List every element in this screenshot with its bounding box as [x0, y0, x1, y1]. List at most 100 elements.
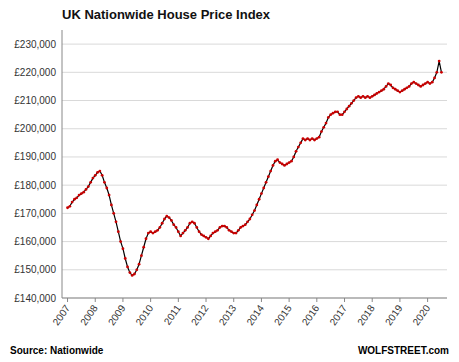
annotation: WOLFSTREET.com — [358, 345, 449, 356]
grid-line — [62, 156, 447, 157]
y-tick-label: £220,000 — [14, 67, 56, 78]
point — [336, 110, 339, 113]
point — [175, 226, 178, 229]
grid-line — [62, 298, 447, 299]
point — [170, 219, 173, 222]
x-tick — [122, 298, 123, 302]
point — [352, 99, 355, 102]
x-tick — [233, 298, 234, 302]
point — [290, 160, 293, 163]
point — [96, 171, 99, 174]
x-tick — [427, 298, 428, 302]
x-tick-label: 2010 — [133, 302, 155, 327]
point — [311, 137, 314, 140]
point — [214, 230, 217, 233]
x-tick-label: 2014 — [244, 302, 266, 327]
x-tick-label: 2013 — [217, 302, 239, 327]
point — [332, 112, 335, 115]
x-tick-label: 2015 — [272, 302, 294, 327]
point — [216, 229, 219, 232]
x-tick — [178, 298, 179, 302]
point — [85, 188, 88, 191]
y-tick-label: £200,000 — [14, 123, 56, 134]
point — [269, 170, 272, 173]
point — [108, 194, 111, 197]
point — [124, 257, 127, 260]
point — [440, 71, 443, 74]
point — [165, 215, 168, 218]
annotation: Source: Nationwide — [10, 345, 104, 356]
point — [382, 88, 385, 91]
point — [122, 247, 125, 250]
grid-line — [62, 72, 447, 73]
point — [135, 268, 138, 271]
point — [262, 187, 265, 190]
title: UK Nationwide House Price Index — [62, 7, 271, 22]
point — [385, 85, 388, 88]
point — [394, 88, 397, 91]
point — [131, 274, 134, 277]
point — [156, 229, 159, 232]
y-tick-label: £170,000 — [14, 208, 56, 219]
point — [200, 233, 203, 236]
point — [320, 130, 323, 133]
point — [327, 116, 330, 119]
point — [435, 71, 438, 74]
point — [115, 220, 118, 223]
point — [415, 82, 418, 85]
point — [172, 223, 175, 226]
x-tick — [372, 298, 373, 302]
point — [292, 156, 295, 159]
point — [163, 218, 166, 221]
point — [366, 95, 369, 98]
point — [140, 254, 143, 257]
x-tick-label: 2011 — [162, 302, 184, 326]
point — [267, 175, 270, 178]
point — [105, 187, 108, 190]
x-tick — [289, 298, 290, 302]
x-tick — [95, 298, 96, 302]
point — [237, 229, 240, 232]
point — [244, 223, 247, 226]
point — [142, 246, 145, 249]
point — [343, 110, 346, 113]
point — [193, 222, 196, 225]
x-tick — [316, 298, 317, 302]
point — [101, 174, 104, 177]
point — [68, 205, 71, 208]
point — [265, 181, 268, 184]
point — [401, 89, 404, 92]
grid-line — [62, 100, 447, 101]
point — [75, 196, 78, 199]
point — [251, 213, 254, 216]
grid-line — [62, 185, 447, 186]
point — [128, 271, 131, 274]
point — [110, 204, 113, 207]
x-tick — [150, 298, 151, 302]
point — [126, 266, 129, 269]
point — [255, 204, 258, 207]
x-tick-label: 2018 — [355, 302, 377, 327]
point — [82, 191, 85, 194]
data — [66, 60, 443, 277]
point — [276, 158, 279, 161]
point — [133, 273, 136, 276]
grid-line — [62, 241, 447, 242]
point — [248, 218, 251, 221]
point — [92, 177, 95, 180]
line — [68, 61, 442, 275]
point — [345, 108, 348, 111]
point — [260, 192, 263, 195]
point — [341, 113, 344, 116]
point — [112, 212, 115, 215]
point — [117, 230, 120, 233]
point — [283, 164, 286, 167]
point — [246, 220, 249, 223]
point — [389, 84, 392, 87]
x-tick-label: 2008 — [78, 302, 100, 327]
point — [103, 181, 106, 184]
y-tick-label: £140,000 — [14, 293, 56, 304]
y-tick-label: £180,000 — [14, 180, 56, 191]
axes: £140,000£150,000£160,000£170,000£180,000… — [14, 30, 447, 327]
x-tick-label: 2019 — [383, 302, 405, 327]
